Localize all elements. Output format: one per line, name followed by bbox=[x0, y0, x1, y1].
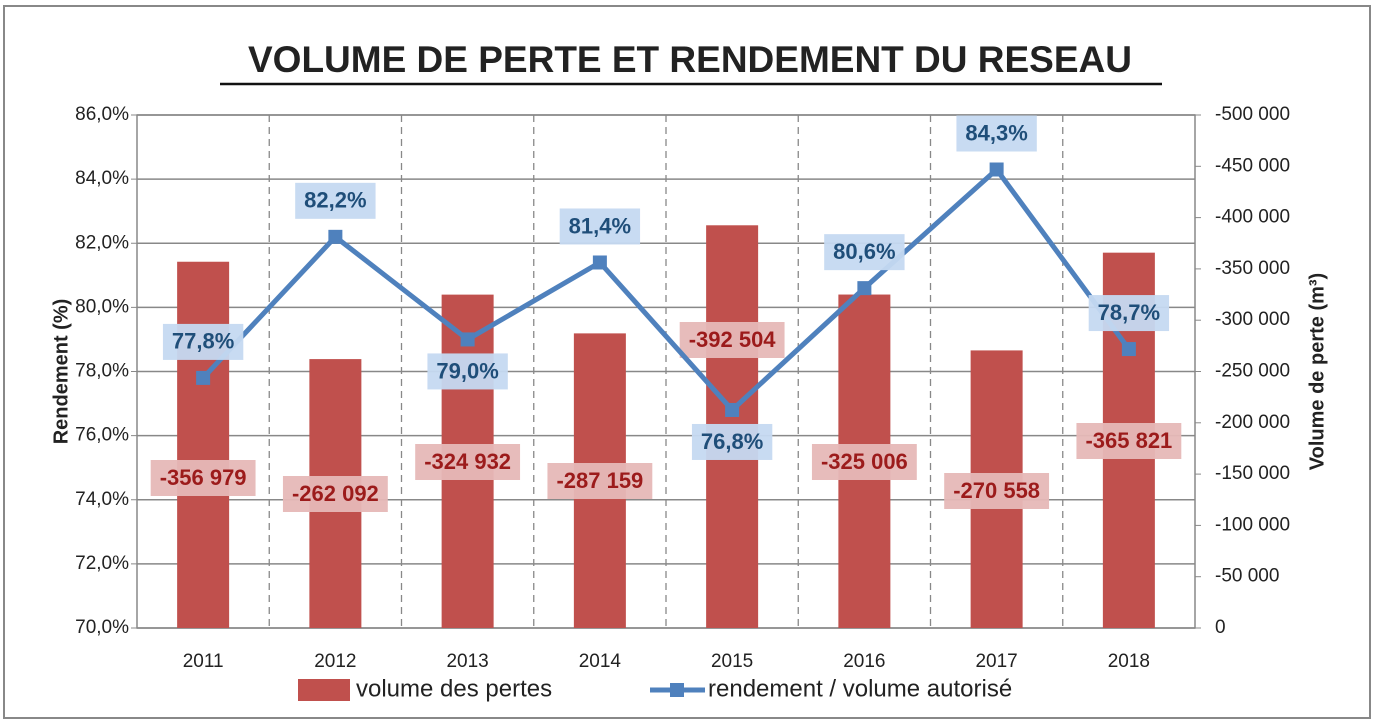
bar-value-label-group: -287 159 bbox=[547, 463, 653, 499]
line-value-label-group: 77,8% bbox=[162, 323, 244, 360]
bar-value-label-group: -365 821 bbox=[1076, 423, 1182, 459]
line-value-label-group: 81,4% bbox=[559, 208, 641, 245]
bar-value-label: -270 558 bbox=[953, 478, 1040, 503]
bar-value-label-group: -392 504 bbox=[679, 322, 785, 358]
chart-title: VOLUME DE PERTE ET RENDEMENT DU RESEAU bbox=[248, 39, 1132, 80]
line-marker bbox=[1121, 342, 1136, 357]
bar-value-label: -392 504 bbox=[689, 327, 777, 352]
bar-value-label: -287 159 bbox=[556, 468, 643, 493]
line-value-label: 78,7% bbox=[1098, 300, 1160, 325]
bar-value-label-box bbox=[679, 322, 785, 358]
y2-tick-label: -150 000 bbox=[1215, 463, 1290, 484]
y-tick-label: 80,0% bbox=[75, 296, 129, 317]
bar bbox=[177, 261, 230, 628]
y2-tick-label: -300 000 bbox=[1215, 309, 1290, 330]
bar-value-label: -325 006 bbox=[821, 449, 908, 474]
legend-label: volume des pertes bbox=[356, 675, 552, 702]
y-tick-label: 82,0% bbox=[75, 232, 129, 253]
y2-tick-label: -400 000 bbox=[1215, 207, 1290, 228]
y2-tick-label: -450 000 bbox=[1215, 155, 1290, 176]
x-tick-label: 2017 bbox=[975, 651, 1017, 672]
line-marker bbox=[725, 402, 740, 417]
x-tick-label: 2018 bbox=[1108, 651, 1150, 672]
bar-value-label: -262 092 bbox=[292, 481, 379, 506]
bar-value-label-group: -356 979 bbox=[150, 460, 256, 496]
y2-axis-label: Volume de perte (m³) bbox=[1306, 273, 1328, 470]
line-value-label-box bbox=[1088, 295, 1170, 332]
bar-value-label: -365 821 bbox=[1085, 428, 1172, 453]
line-value-label-box bbox=[162, 323, 244, 360]
y-tick-label: 70,0% bbox=[75, 617, 129, 638]
legend-label: rendement / volume autorisé bbox=[708, 675, 1012, 702]
bar-value-label-box bbox=[547, 463, 653, 499]
line-value-label-group: 78,7% bbox=[1088, 295, 1170, 332]
y-tick-label: 74,0% bbox=[75, 489, 129, 510]
bar-value-label-box bbox=[415, 444, 521, 480]
line-value-label: 79,0% bbox=[436, 358, 498, 383]
y2-tick-label: -50 000 bbox=[1215, 566, 1279, 587]
bar-value-label-group: -262 092 bbox=[282, 476, 388, 512]
legend-swatch-marker bbox=[670, 683, 684, 697]
bar-value-label-group: -324 932 bbox=[415, 444, 521, 480]
bar-value-label: -356 979 bbox=[160, 465, 247, 490]
y-axis-label: Rendement (%) bbox=[50, 299, 72, 445]
bar-value-label-box bbox=[944, 473, 1050, 509]
line-marker bbox=[328, 229, 343, 244]
y-tick-label: 78,0% bbox=[75, 361, 129, 382]
y-tick-label: 72,0% bbox=[75, 553, 129, 574]
bar-value-label-group: -270 558 bbox=[944, 473, 1050, 509]
y2-tick-label: -500 000 bbox=[1215, 104, 1290, 125]
x-tick-label: 2015 bbox=[711, 651, 753, 672]
y-tick-label: 76,0% bbox=[75, 425, 129, 446]
bar-value-label-box bbox=[150, 460, 256, 496]
line-marker bbox=[196, 370, 211, 385]
legend-swatch bbox=[298, 679, 350, 701]
line-value-label: 82,2% bbox=[304, 188, 366, 213]
line-value-label-box bbox=[956, 115, 1037, 152]
line-value-label-box bbox=[559, 208, 641, 245]
line-value-label: 77,8% bbox=[172, 329, 234, 354]
x-tick-label: 2016 bbox=[843, 651, 885, 672]
y2-tick-label: -350 000 bbox=[1215, 258, 1290, 279]
bar-value-label-group: -325 006 bbox=[811, 444, 917, 480]
y-tick-label: 86,0% bbox=[75, 104, 129, 125]
y2-tick-label: -250 000 bbox=[1215, 361, 1290, 382]
line-value-label: 84,3% bbox=[965, 120, 1027, 145]
x-tick-label: 2014 bbox=[579, 651, 622, 672]
y2-tick-label: 0 bbox=[1215, 617, 1226, 638]
line-value-label-group: 79,0% bbox=[427, 353, 508, 390]
line-value-label-box bbox=[691, 423, 773, 460]
x-tick-label: 2013 bbox=[446, 651, 488, 672]
bar-value-label-box bbox=[282, 476, 388, 512]
line-value-label-box bbox=[295, 182, 376, 219]
bar-value-label: -324 932 bbox=[424, 449, 511, 474]
line-marker bbox=[460, 332, 475, 347]
bar-value-label-box bbox=[1076, 423, 1182, 459]
line-value-label-group: 76,8% bbox=[691, 423, 773, 460]
line-value-label: 81,4% bbox=[569, 213, 631, 238]
line-value-label-group: 82,2% bbox=[295, 182, 376, 219]
bar-value-label-box bbox=[811, 444, 917, 480]
x-tick-label: 2012 bbox=[314, 651, 356, 672]
line-value-label: 76,8% bbox=[701, 429, 763, 454]
line-value-label-group: 80,6% bbox=[824, 234, 905, 271]
line-value-label-group: 84,3% bbox=[956, 115, 1037, 152]
y-tick-label: 84,0% bbox=[75, 168, 129, 189]
line-value-label: 80,6% bbox=[833, 239, 895, 264]
line-marker bbox=[592, 255, 607, 270]
y2-tick-label: -100 000 bbox=[1215, 514, 1290, 535]
line-marker bbox=[989, 162, 1004, 177]
line-marker bbox=[857, 281, 872, 296]
y2-tick-label: -200 000 bbox=[1215, 412, 1290, 433]
line bbox=[201, 167, 1131, 413]
line-value-label-box bbox=[427, 353, 508, 390]
x-tick-label: 2011 bbox=[183, 651, 224, 672]
line-value-label-box bbox=[824, 234, 905, 271]
